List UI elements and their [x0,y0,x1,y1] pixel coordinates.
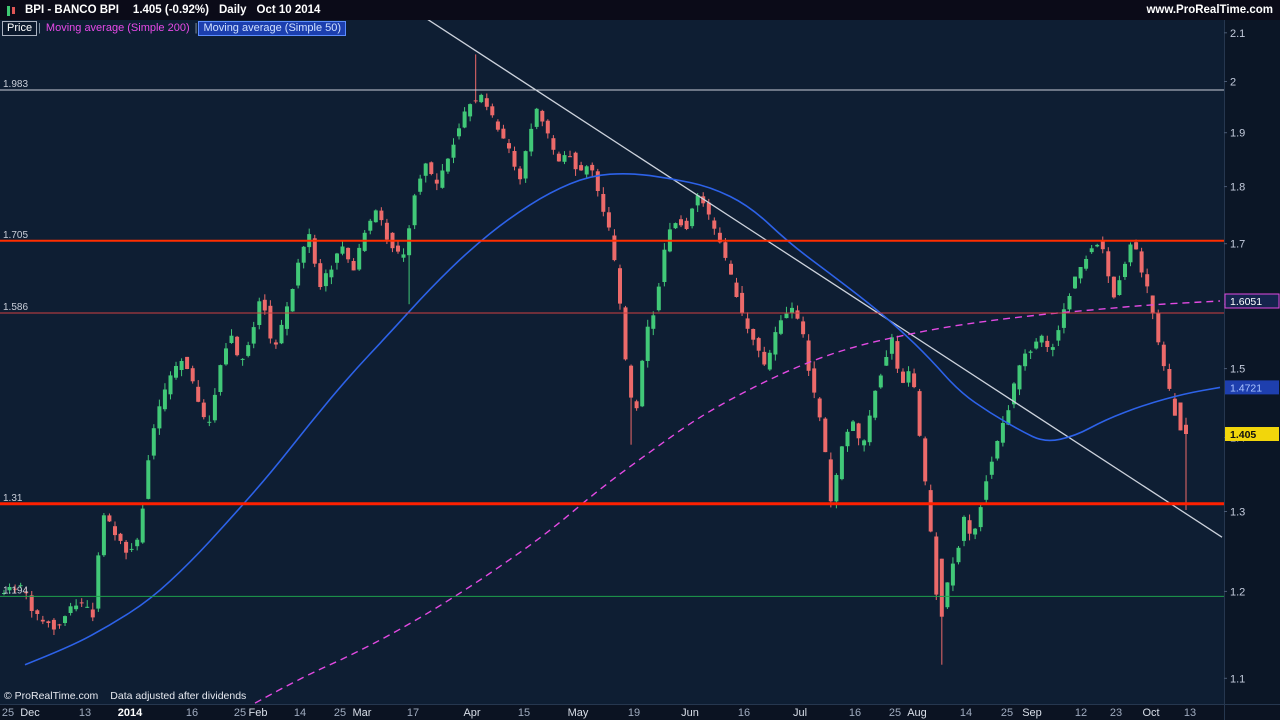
legend-price[interactable]: Price [2,21,38,36]
symbol-title: BPI - BANCO BPI [25,4,119,16]
y-axis-tick: 1.9 [1230,128,1245,140]
legend-ma50[interactable]: Moving average (Simple 50) [198,21,347,36]
x-axis-tick: 25 [1001,707,1013,719]
x-axis-tick: 13 [79,707,91,719]
x-axis-tick: Oct [1142,707,1159,719]
x-axis-tick: 25 [334,707,346,719]
price-level-label: 1.586 [3,302,28,313]
y-axis-tick: 1.3 [1230,507,1245,519]
ma50-price-marker [1225,380,1279,395]
price-level-label: 1.194 [3,585,28,596]
price-level-label: 1.705 [3,230,28,241]
timeframe-label[interactable]: Daily [219,4,247,16]
y-axis-tick: 1.1 [1230,673,1245,685]
x-axis-tick: 16 [849,707,861,719]
ma50-price-marker-label: 1.4721 [1230,382,1262,394]
price-level-label: 1.31 [3,493,23,504]
y-axis-tick: 1.5 [1230,364,1245,376]
x-axis-tick: 25 [889,707,901,719]
last-price-quote: 1.405 (-0.92%) [132,4,209,16]
candlestick-logo-icon [7,4,15,16]
y-axis-tick: 2 [1230,77,1236,89]
dividend-note: Data adjusted after dividends [110,690,247,702]
descending-trendline[interactable] [425,18,1223,538]
ma200-price-marker-label: 1.6051 [1230,296,1262,308]
x-axis-tick: Jul [793,707,807,719]
x-axis-tick: 14 [294,707,306,719]
x-axis-tick: 16 [738,707,750,719]
ma200-price-marker [1224,293,1280,309]
last-price-marker [1225,427,1279,441]
last-price-marker-label: 1.405 [1230,429,1256,441]
top-bar: BPI - BANCO BPI 1.405 (-0.92%) Daily Oct… [0,0,1280,20]
ma50-line[interactable] [24,172,1221,666]
plot-background [0,20,1224,704]
indicator-legend: Price | Moving average (Simple 200) | Mo… [2,21,347,36]
legend-separator: | [194,22,198,34]
x-axis-tick: 2014 [118,707,143,719]
copyright-note: © ProRealTime.com [4,690,99,702]
x-axis-tick: 17 [407,707,419,719]
x-axis-tick: 13 [1184,707,1196,719]
x-axis-tick: Mar [353,707,372,719]
y-axis-tick: 1.2 [1230,586,1245,598]
legend-ma200[interactable]: Moving average (Simple 200) [45,22,190,34]
x-axis-tick: Jun [681,707,699,719]
x-axis-tick: Aug [907,707,927,719]
x-axis-tick: Apr [463,707,480,719]
x-axis-tick: May [568,707,589,719]
legend-separator: | [38,22,41,34]
x-axis-tick: 25 [2,707,14,719]
time-axis-panel[interactable] [0,704,1280,720]
x-axis-tick: Feb [249,707,268,719]
x-axis-tick: 19 [628,707,640,719]
x-axis-tick: 12 [1075,707,1087,719]
chart-footer: © ProRealTime.com Data adjusted after di… [4,690,246,702]
x-axis-tick: Sep [1022,707,1042,719]
y-axis-tick: 2.1 [1230,28,1245,40]
date-label: Oct 10 2014 [256,4,321,16]
x-axis-tick: 15 [518,707,530,719]
price-axis-panel[interactable] [1224,20,1280,704]
x-axis-tick: 25 [234,707,246,719]
price-level-label: 1.983 [3,79,28,90]
x-axis-tick: 14 [960,707,972,719]
x-axis-tick: Dec [20,707,40,719]
prorealtime-site-link[interactable]: www.ProRealTime.com [1146,4,1273,16]
ma200-line[interactable] [254,300,1221,704]
y-axis-tick: 1.7 [1230,239,1245,251]
x-axis-tick: 16 [186,707,198,719]
x-axis-tick: 23 [1110,707,1122,719]
y-axis-tick: 1.8 [1230,182,1245,194]
